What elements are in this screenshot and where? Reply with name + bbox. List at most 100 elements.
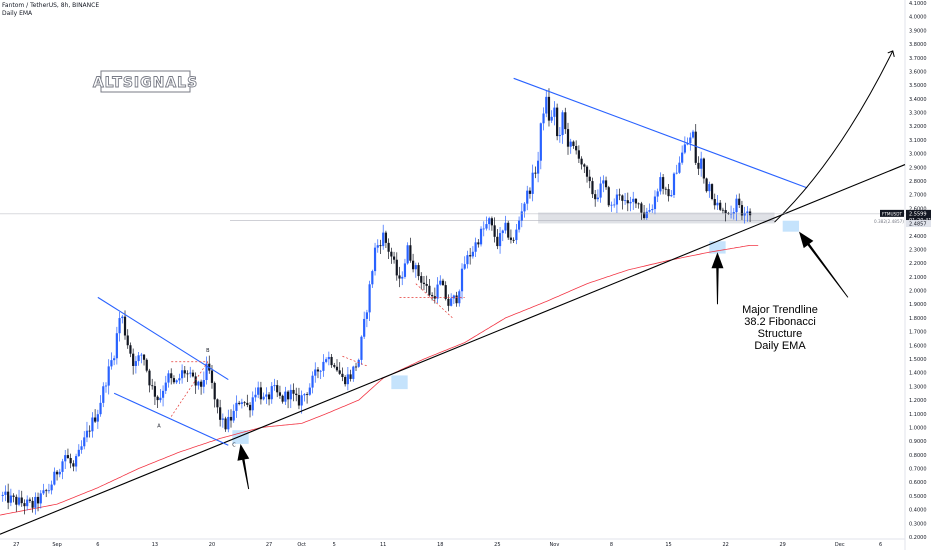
candle-body [254, 394, 257, 398]
price-tick-label: 0.4000 [909, 508, 927, 514]
candle-body [569, 141, 572, 147]
candle-body [651, 209, 654, 211]
drawing-lines: 0.382(2.4857) [0, 50, 906, 535]
time-tick-label: 27 [266, 542, 272, 548]
candle-body [550, 116, 553, 121]
candle-body [205, 363, 208, 381]
support-arrow [799, 231, 849, 298]
candle-body [292, 389, 295, 394]
price-tick-label: 2.9000 [909, 165, 927, 171]
candle-body [219, 407, 222, 420]
candle-body [175, 380, 178, 383]
candle-body [189, 372, 192, 374]
candle-body [580, 158, 583, 165]
candle-body [689, 137, 692, 144]
candle-body [251, 397, 254, 411]
candle-body [213, 382, 216, 400]
candle-body [667, 189, 670, 197]
price-tick-label: 1.3000 [909, 384, 927, 390]
candle-body [34, 496, 37, 508]
candle-body [512, 239, 515, 241]
candle-body [210, 370, 214, 383]
candle-body [58, 471, 61, 475]
candle-body [80, 446, 83, 450]
candle-body [501, 230, 504, 234]
candle-body [137, 355, 140, 362]
candle-body [151, 385, 154, 387]
candle-body [398, 275, 401, 279]
candle-body [64, 455, 67, 462]
candle-body [178, 378, 181, 381]
candle-body [17, 497, 21, 505]
annotation-line: Major Trendline [742, 304, 818, 316]
candle-body [401, 276, 404, 279]
candle-body [436, 284, 439, 299]
candle-body [403, 263, 407, 277]
candle-body [325, 359, 328, 362]
candle-body [123, 316, 127, 336]
candle-body [267, 394, 271, 400]
candle-body [327, 356, 330, 360]
price-tick-label: 2.2000 [909, 261, 927, 267]
candle-body [485, 224, 488, 229]
candle-body [47, 490, 51, 492]
candle-body [439, 280, 442, 285]
candle-body [200, 381, 203, 387]
candle-body [664, 188, 667, 190]
price-tick-label: 1.6000 [909, 343, 927, 349]
candle-body [534, 172, 537, 174]
candle-body [371, 271, 374, 285]
candle-body [295, 393, 298, 396]
candle-body [629, 201, 632, 204]
candle-body [7, 491, 10, 503]
time-tick-label: Nov [550, 542, 560, 548]
candle-body [216, 399, 219, 408]
price-tick-label: 2.7000 [909, 193, 927, 199]
ema-layer [0, 245, 759, 516]
candle-body [115, 333, 118, 359]
time-tick-label: 5 [333, 542, 336, 548]
candle-body [414, 265, 417, 270]
candle-body [640, 203, 643, 213]
time-axis: 27 Sep 6 13 20 27 Oct 5 11 18 25 Nov 8 15 22 29 Dec 6 [13, 542, 882, 548]
candle-body [662, 177, 665, 189]
candle-body [379, 245, 382, 247]
candle-body [441, 280, 445, 286]
time-tick-label: 13 [152, 542, 158, 548]
time-tick-label: 6 [96, 542, 99, 548]
candle-body [458, 291, 461, 304]
candle-body [197, 381, 200, 386]
candle-body [161, 390, 165, 398]
candle-body [675, 172, 678, 174]
candle-body [748, 211, 752, 216]
candle-body [556, 107, 559, 137]
time-tick-label: Oct [297, 542, 306, 548]
candle-body [599, 183, 602, 198]
candle-body [376, 245, 379, 248]
candle-body [670, 195, 673, 197]
price-tick-label: 0.6000 [909, 480, 927, 486]
candle-body [566, 129, 570, 147]
candle-body [145, 359, 148, 371]
candle-body [300, 395, 303, 406]
candle-body [583, 164, 586, 167]
candle-body [558, 135, 561, 137]
candle-body [102, 386, 105, 403]
price-tick-label: 3.4000 [909, 97, 927, 103]
candle-body [20, 497, 23, 504]
price-tick-label: 3.5000 [909, 83, 927, 89]
candle-body [504, 222, 507, 231]
price-tick-label: 3.6000 [909, 69, 927, 75]
candle-body [588, 176, 591, 182]
candle-body [4, 491, 7, 495]
watermark-box [100, 70, 191, 93]
candle-body [246, 402, 249, 405]
price-tick-label: 4.1000 [909, 1, 927, 7]
candle-body [297, 395, 301, 406]
price-axis: 0.2000 0.3000 0.4000 0.5000 0.6000 0.7000 0.80… [880, 1, 931, 541]
candle-body [373, 247, 377, 272]
candle-body [316, 369, 320, 372]
annotation-line: Daily EMA [754, 340, 806, 352]
candle-body [140, 354, 143, 356]
